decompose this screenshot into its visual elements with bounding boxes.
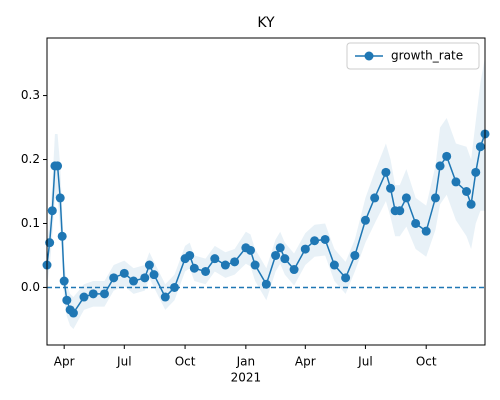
- x-tick-label: Jul: [116, 355, 131, 369]
- marker: [55, 193, 65, 203]
- marker: [411, 218, 421, 228]
- marker: [350, 250, 360, 260]
- marker: [160, 292, 170, 302]
- legend-box: [346, 42, 480, 70]
- marker: [370, 193, 380, 203]
- marker: [442, 151, 452, 161]
- x-tick-label: Apr: [54, 355, 75, 369]
- legend-label: growth_rate: [391, 49, 463, 63]
- marker: [170, 282, 180, 292]
- marker: [129, 276, 139, 286]
- marker: [119, 268, 129, 278]
- x-tick-label: Jul: [357, 355, 372, 369]
- marker: [475, 142, 485, 152]
- x-tick-label: Apr: [295, 355, 316, 369]
- marker: [45, 238, 55, 248]
- marker: [401, 193, 411, 203]
- x-tick-label: Oct: [416, 355, 437, 369]
- marker: [280, 254, 290, 264]
- marker: [451, 177, 461, 187]
- marker: [79, 292, 89, 302]
- marker: [53, 161, 63, 171]
- marker: [466, 199, 476, 209]
- marker: [245, 245, 255, 255]
- marker: [144, 260, 154, 270]
- marker: [435, 161, 445, 171]
- marker: [421, 226, 431, 236]
- chart-title: KY: [257, 15, 275, 31]
- marker: [261, 279, 271, 289]
- marker: [320, 234, 330, 244]
- x-year-label: 2021: [231, 371, 262, 385]
- marker: [62, 295, 72, 305]
- marker: [59, 276, 69, 286]
- y-tick-label: 0.1: [21, 216, 40, 230]
- marker: [341, 273, 351, 283]
- marker: [300, 244, 310, 254]
- marker: [189, 263, 199, 273]
- marker: [395, 206, 405, 216]
- marker: [88, 289, 98, 299]
- marker: [329, 260, 339, 270]
- marker: [289, 265, 299, 275]
- y-tick-label: 0.3: [21, 88, 40, 102]
- legend-marker: [364, 51, 374, 61]
- marker: [57, 231, 67, 241]
- marker: [250, 260, 260, 270]
- y-tick-label: 0.0: [21, 280, 40, 294]
- marker: [230, 257, 240, 267]
- plot-frame: [46, 37, 486, 346]
- marker: [210, 254, 220, 264]
- x-tick-label: Jan: [236, 355, 256, 369]
- marker: [430, 193, 440, 203]
- marker: [462, 187, 472, 196]
- marker: [220, 260, 230, 270]
- marker: [386, 183, 396, 193]
- y-tick-label: 0.2: [21, 152, 40, 166]
- x-tick-label: Oct: [175, 355, 196, 369]
- marker: [109, 273, 119, 283]
- marker: [149, 270, 159, 280]
- marker: [68, 308, 78, 318]
- marker: [201, 266, 211, 276]
- marker: [310, 236, 320, 246]
- marker: [99, 289, 109, 299]
- marker: [275, 243, 285, 253]
- marker: [471, 167, 481, 177]
- marker: [185, 250, 195, 260]
- marker: [140, 273, 150, 283]
- confidence-band: [47, 57, 485, 330]
- marker: [381, 167, 391, 177]
- marker: [47, 206, 57, 216]
- marker: [271, 250, 281, 260]
- marker: [360, 215, 370, 225]
